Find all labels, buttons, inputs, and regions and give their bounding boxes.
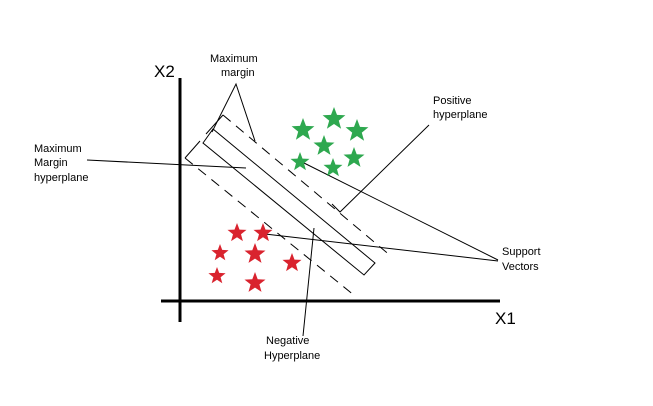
maximum-margin-pointer — [211, 82, 256, 142]
negative-hyperplane-label-line-1: Negative — [266, 335, 309, 347]
positive-margin-line — [222, 114, 393, 258]
max-margin-hyperplane-label-line-1: Maximum — [34, 143, 82, 155]
margin-lines — [184, 114, 393, 297]
max-margin-hyperplane-label-line-3: hyperplane — [34, 172, 88, 184]
positive-star-point — [343, 147, 365, 167]
support-vector-pointer-1 — [301, 161, 499, 261]
negative-star-point — [244, 243, 266, 263]
maximum-margin-label-line-2: margin — [221, 67, 255, 79]
positive-hyperplane-label-line-1: Positive — [433, 95, 472, 107]
maximum-margin-label: Maximum margin — [210, 53, 258, 79]
max-margin-hyperplane-label: Maximum Margin hyperplane — [34, 143, 88, 184]
support-vector-pointer-2 — [264, 233, 499, 262]
negative-star-point — [253, 223, 273, 242]
max-margin-hyperplane-label-line-2: Margin — [34, 157, 68, 169]
y-axis-label: X2 — [154, 62, 175, 81]
negative-star-point — [208, 267, 226, 284]
maximum-margin-hyperplane — [202, 128, 376, 276]
negative-star-point — [227, 223, 247, 242]
annotation-lines — [86, 82, 499, 337]
positive-hyperplane-pointer — [331, 124, 430, 213]
negative-class-points — [208, 223, 302, 292]
positive-star-point — [322, 107, 346, 129]
positive-star-point — [345, 119, 369, 141]
negative-margin-cap — [184, 140, 201, 159]
support-vectors-label-line-1: Support — [502, 246, 541, 258]
support-vectors-label: Support Vectors — [502, 246, 541, 273]
positive-star-point — [323, 158, 343, 177]
positive-star-point — [290, 152, 310, 171]
positive-star-point — [291, 118, 315, 140]
negative-hyperplane-label-line-2: Hyperplane — [264, 350, 320, 362]
axes — [161, 78, 500, 322]
maximum-margin-label-line-1: Maximum — [210, 53, 258, 65]
negative-margin-line — [184, 157, 356, 297]
negative-hyperplane-pointer — [302, 227, 315, 337]
negative-hyperplane-label: Negative Hyperplane — [264, 335, 320, 362]
negative-star-point — [282, 253, 302, 272]
positive-star-point — [313, 135, 335, 155]
negative-star-point — [244, 272, 266, 292]
positive-class-points — [290, 107, 369, 177]
positive-margin-cap — [205, 114, 224, 135]
positive-hyperplane-label-line-2: hyperplane — [433, 109, 487, 121]
positive-hyperplane-label: Positive hyperplane — [433, 95, 487, 121]
support-vectors-label-line-2: Vectors — [502, 261, 539, 273]
negative-star-point — [211, 244, 229, 261]
max-margin-hyperplane-pointer — [86, 159, 247, 169]
x-axis-label: X1 — [495, 309, 516, 328]
